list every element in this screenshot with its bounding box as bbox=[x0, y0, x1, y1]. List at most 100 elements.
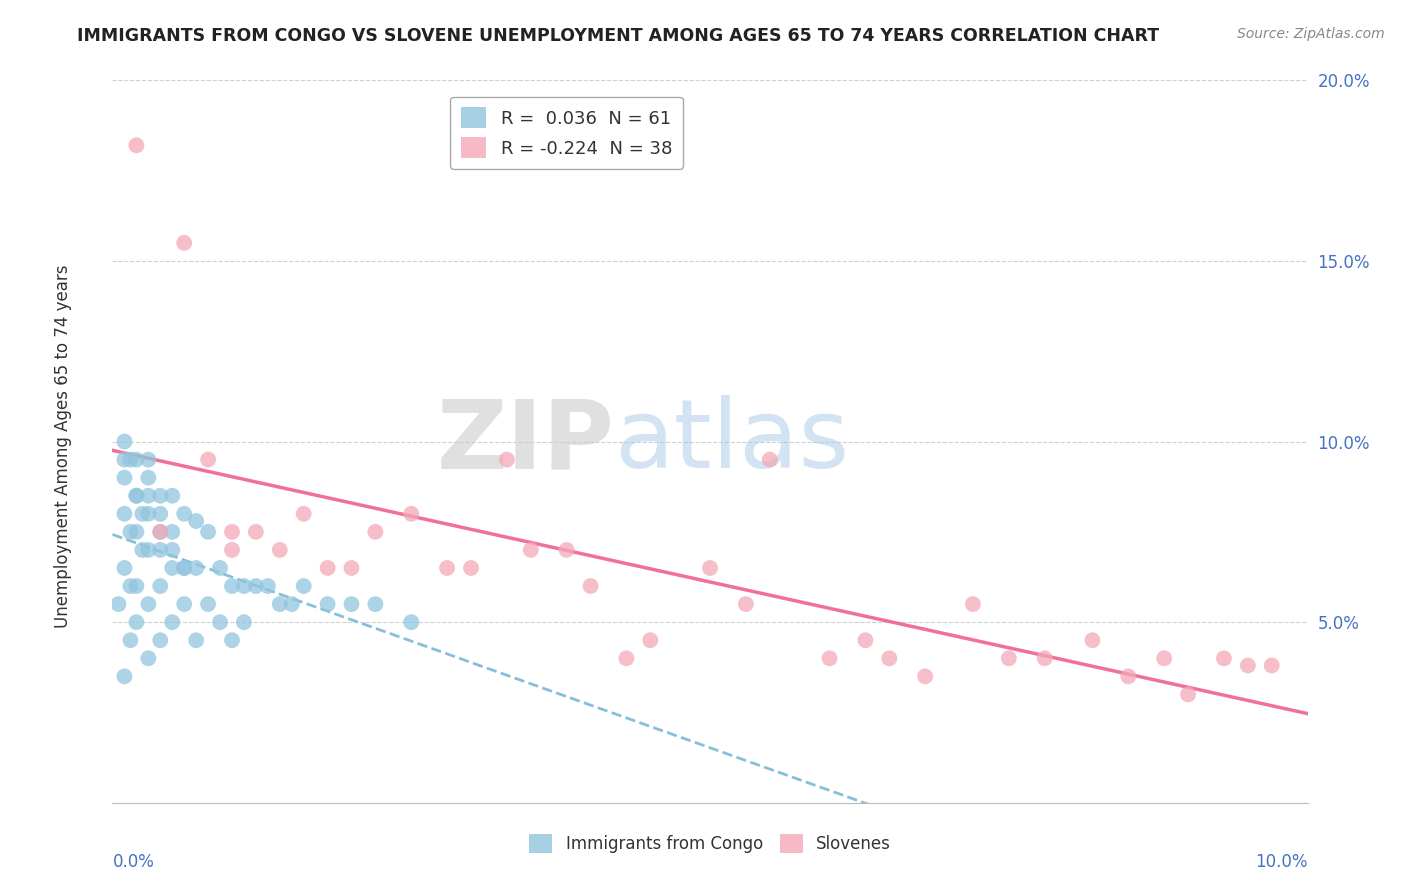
Point bbox=[735, 597, 758, 611]
Point bbox=[818, 651, 841, 665]
Point bbox=[316, 597, 339, 611]
Point bbox=[699, 561, 721, 575]
Point bbox=[998, 651, 1021, 665]
Point bbox=[120, 633, 142, 648]
Point bbox=[162, 524, 183, 539]
Point bbox=[162, 615, 183, 630]
Point bbox=[616, 651, 638, 665]
Text: Unemployment Among Ages 65 to 74 years: Unemployment Among Ages 65 to 74 years bbox=[55, 264, 72, 628]
Point bbox=[138, 542, 160, 557]
Point bbox=[209, 561, 232, 575]
Point bbox=[114, 452, 135, 467]
Point bbox=[107, 597, 129, 611]
Point bbox=[149, 524, 172, 539]
Point bbox=[114, 434, 135, 449]
Point bbox=[1153, 651, 1175, 665]
Point bbox=[340, 561, 363, 575]
Point bbox=[138, 651, 160, 665]
Point bbox=[233, 579, 256, 593]
Point bbox=[138, 507, 160, 521]
Point bbox=[114, 507, 135, 521]
Point bbox=[221, 633, 243, 648]
Point bbox=[186, 633, 208, 648]
Point bbox=[125, 489, 148, 503]
Point bbox=[269, 542, 291, 557]
Point bbox=[173, 561, 195, 575]
Point bbox=[120, 579, 142, 593]
Legend: Immigrants from Congo, Slovenes: Immigrants from Congo, Slovenes bbox=[522, 827, 898, 860]
Point bbox=[125, 489, 148, 503]
Point bbox=[162, 489, 183, 503]
Text: Source: ZipAtlas.com: Source: ZipAtlas.com bbox=[1237, 27, 1385, 41]
Point bbox=[245, 524, 267, 539]
Point bbox=[138, 452, 160, 467]
Point bbox=[149, 524, 172, 539]
Point bbox=[149, 507, 172, 521]
Point bbox=[120, 524, 142, 539]
Point bbox=[197, 597, 219, 611]
Point bbox=[233, 615, 256, 630]
Point bbox=[149, 542, 172, 557]
Point bbox=[149, 489, 172, 503]
Point bbox=[269, 597, 291, 611]
Point bbox=[173, 561, 195, 575]
Point bbox=[114, 471, 135, 485]
Point bbox=[496, 452, 519, 467]
Point bbox=[759, 452, 782, 467]
Point bbox=[125, 138, 148, 153]
Point bbox=[460, 561, 482, 575]
Point bbox=[186, 514, 208, 528]
Point bbox=[1261, 658, 1284, 673]
Point bbox=[221, 579, 243, 593]
Point bbox=[364, 524, 387, 539]
Point bbox=[197, 452, 219, 467]
Point bbox=[340, 597, 363, 611]
Point bbox=[879, 651, 901, 665]
Point bbox=[364, 597, 387, 611]
Text: ZIP: ZIP bbox=[436, 395, 614, 488]
Point bbox=[281, 597, 304, 611]
Point bbox=[401, 615, 423, 630]
Point bbox=[138, 471, 160, 485]
Point bbox=[520, 542, 543, 557]
Point bbox=[173, 597, 195, 611]
Point bbox=[120, 452, 142, 467]
Point bbox=[962, 597, 984, 611]
Point bbox=[149, 579, 172, 593]
Point bbox=[131, 507, 153, 521]
Text: atlas: atlas bbox=[614, 395, 849, 488]
Point bbox=[209, 615, 232, 630]
Point bbox=[1081, 633, 1104, 648]
Point bbox=[186, 561, 208, 575]
Point bbox=[245, 579, 267, 593]
Point bbox=[316, 561, 339, 575]
Point bbox=[114, 561, 135, 575]
Point bbox=[138, 489, 160, 503]
Point bbox=[401, 507, 423, 521]
Point bbox=[555, 542, 578, 557]
Point bbox=[125, 452, 148, 467]
Point bbox=[436, 561, 458, 575]
Point bbox=[197, 524, 219, 539]
Point bbox=[131, 542, 153, 557]
Text: IMMIGRANTS FROM CONGO VS SLOVENE UNEMPLOYMENT AMONG AGES 65 TO 74 YEARS CORRELAT: IMMIGRANTS FROM CONGO VS SLOVENE UNEMPLO… bbox=[77, 27, 1160, 45]
Point bbox=[579, 579, 602, 593]
Point bbox=[1177, 687, 1199, 701]
Point bbox=[1213, 651, 1236, 665]
Point bbox=[640, 633, 662, 648]
Point bbox=[162, 542, 183, 557]
Point bbox=[173, 507, 195, 521]
Text: 0.0%: 0.0% bbox=[112, 854, 155, 871]
Point bbox=[114, 669, 135, 683]
Point bbox=[149, 633, 172, 648]
Point bbox=[292, 507, 315, 521]
Point bbox=[221, 542, 243, 557]
Point bbox=[173, 235, 195, 250]
Point bbox=[1237, 658, 1260, 673]
Point bbox=[855, 633, 877, 648]
Point bbox=[162, 561, 183, 575]
Point bbox=[914, 669, 936, 683]
Text: 10.0%: 10.0% bbox=[1256, 854, 1308, 871]
Point bbox=[257, 579, 280, 593]
Point bbox=[1118, 669, 1140, 683]
